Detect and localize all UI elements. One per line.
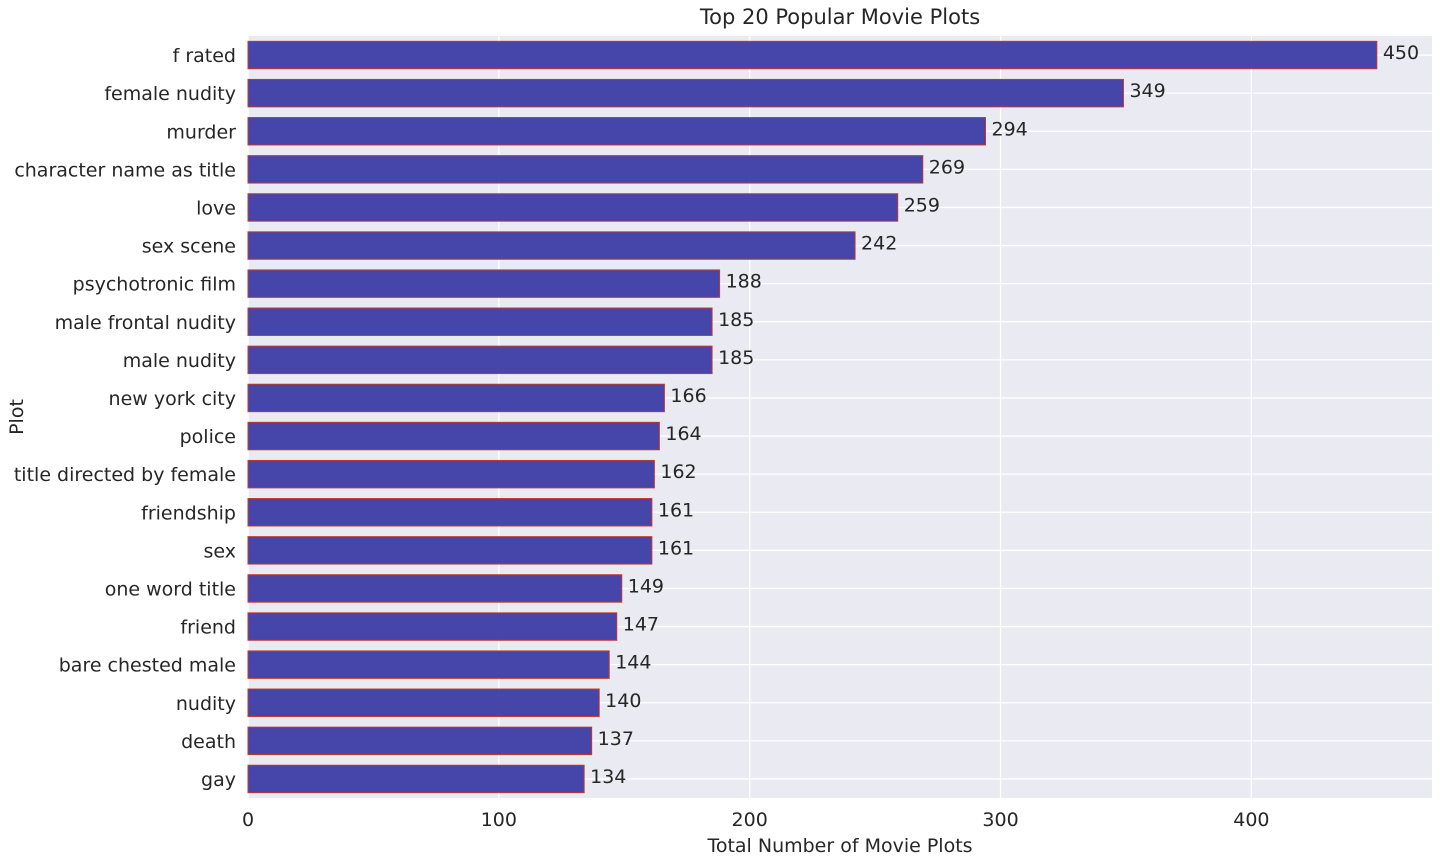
bar xyxy=(247,574,623,603)
value-label: 147 xyxy=(623,614,659,636)
y-tick-label: psychotronic film xyxy=(73,274,236,296)
bar xyxy=(247,155,924,184)
chart-title: Top 20 Popular Movie Plots xyxy=(699,5,980,29)
value-label: 185 xyxy=(718,347,754,369)
y-tick-label: f rated xyxy=(173,45,236,67)
y-tick-label: sex xyxy=(204,540,237,562)
value-label: 294 xyxy=(991,118,1027,140)
value-label: 450 xyxy=(1383,42,1419,64)
value-label: 269 xyxy=(929,156,965,178)
bar xyxy=(247,78,1124,108)
x-tick-label: 0 xyxy=(242,809,254,831)
bar xyxy=(247,193,899,222)
x-tick-labels: 0 100 200 300 400 xyxy=(242,809,1270,831)
plot-area xyxy=(248,36,1432,798)
x-tick-label: 300 xyxy=(982,809,1018,831)
bar xyxy=(247,459,655,489)
x-tick-label: 100 xyxy=(481,809,517,831)
bar xyxy=(247,383,665,413)
value-label: 161 xyxy=(658,499,694,521)
y-tick-label: title directed by female xyxy=(14,464,236,486)
x-tick-label: 200 xyxy=(732,809,768,831)
y-tick-label: female nudity xyxy=(104,83,236,105)
bar xyxy=(247,307,713,336)
value-label: 185 xyxy=(718,309,754,331)
y-tick-label: murder xyxy=(166,121,236,143)
y-tick-label: new york city xyxy=(109,388,236,410)
y-tick-label: friend xyxy=(180,617,236,639)
value-label: 188 xyxy=(726,271,762,293)
value-label: 140 xyxy=(605,690,641,712)
value-label: 259 xyxy=(904,194,940,216)
bar xyxy=(247,688,600,717)
x-axis-label: Total Number of Movie Plots xyxy=(706,835,972,857)
value-label: 161 xyxy=(658,537,694,559)
value-label: 137 xyxy=(598,728,634,750)
value-label: 149 xyxy=(628,575,664,597)
bar xyxy=(247,612,618,641)
y-tick-label: gay xyxy=(201,769,236,791)
y-tick-labels: f rated female nudity murder character name… xyxy=(14,45,236,791)
y-tick-label: love xyxy=(196,197,236,219)
y-tick-label: nudity xyxy=(176,693,236,715)
x-tick-label: 400 xyxy=(1233,809,1269,831)
y-tick-label: male frontal nudity xyxy=(55,312,236,334)
y-tick-label: police xyxy=(180,426,236,448)
y-tick-label: character name as title xyxy=(14,159,236,181)
bar-series xyxy=(247,40,1378,794)
bar xyxy=(247,421,660,451)
value-label: 164 xyxy=(665,423,701,445)
bar xyxy=(247,498,653,527)
y-tick-label: friendship xyxy=(141,502,236,524)
bar xyxy=(247,40,1378,70)
y-axis-label: Plot xyxy=(6,399,28,435)
bar xyxy=(247,117,986,146)
y-tick-label: bare chested male xyxy=(59,655,236,677)
bar xyxy=(247,231,856,260)
bar xyxy=(247,269,721,298)
value-label: 166 xyxy=(670,385,706,407)
value-label: 134 xyxy=(590,766,626,788)
bar xyxy=(247,726,593,756)
value-label: 162 xyxy=(660,461,696,483)
bar xyxy=(247,764,585,794)
value-label: 144 xyxy=(615,652,651,674)
y-tick-label: one word title xyxy=(105,578,236,600)
bar xyxy=(247,536,653,565)
value-labels: 450 349 294 269 259 242 188 185 185 166 164 162 161 1… xyxy=(590,42,1419,788)
y-tick-label: death xyxy=(181,731,236,753)
y-tick-label: sex scene xyxy=(142,236,236,258)
value-label: 349 xyxy=(1129,80,1165,102)
bar xyxy=(247,650,610,679)
bar xyxy=(247,345,713,375)
y-tick-label: male nudity xyxy=(123,350,236,372)
value-label: 242 xyxy=(861,233,897,255)
